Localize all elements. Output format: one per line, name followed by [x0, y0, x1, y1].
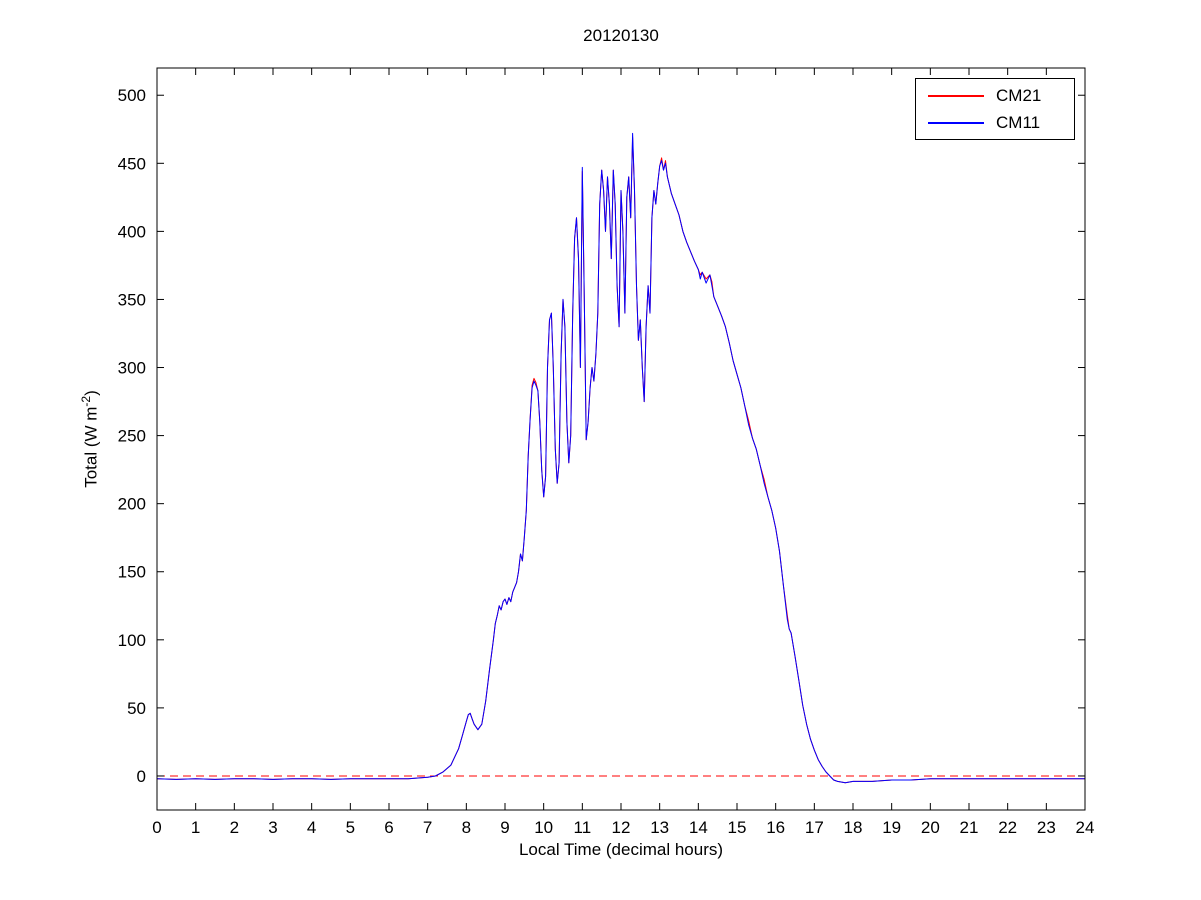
x-tick-label: 3	[268, 818, 277, 837]
x-tick-label: 18	[844, 818, 863, 837]
y-tick-label: 450	[118, 154, 146, 173]
x-tick-label: 17	[805, 818, 824, 837]
y-tick-label: 500	[118, 86, 146, 105]
chart-title: 20120130	[583, 26, 659, 45]
x-axis-label: Local Time (decimal hours)	[518, 840, 724, 859]
x-tick-label: 11	[574, 818, 592, 837]
legend-item-cm21: CM21	[916, 86, 1074, 106]
series-cm11-line	[156, 132, 1086, 784]
x-tick-label: 10	[534, 818, 553, 837]
x-tick-label: 13	[650, 818, 669, 837]
y-axis-label: Total (W m-2)	[79, 307, 101, 571]
legend-label-cm11: CM11	[996, 112, 1041, 132]
y-tick-label: 50	[127, 699, 146, 718]
legend-label-cm21: CM21	[996, 85, 1042, 105]
plot-background	[157, 68, 1085, 810]
x-tick-label: 0	[152, 818, 161, 837]
x-tick-label: 14	[689, 818, 708, 837]
x-tick-label: 7	[423, 818, 432, 837]
y-axis-label-superscript: -2	[79, 395, 93, 407]
x-tick-label: 15	[728, 818, 747, 837]
x-tick-label: 4	[307, 818, 316, 837]
y-tick-label: 200	[118, 495, 146, 514]
y-axis-label-suffix: )	[81, 390, 101, 396]
x-tick-label: 19	[882, 818, 901, 837]
x-tick-label: 23	[1037, 818, 1056, 837]
y-tick-label: 150	[118, 563, 146, 582]
y-axis-ticks: 0 50 100 150 200 250 300 350 400 450 500	[118, 86, 1085, 786]
y-tick-label: 0	[137, 767, 146, 786]
legend-swatch-cm11	[928, 121, 984, 124]
x-tick-label: 20	[921, 818, 940, 837]
x-tick-label: 5	[346, 818, 355, 837]
x-tick-label: 22	[998, 818, 1017, 837]
y-tick-label: 100	[118, 631, 146, 650]
legend-item-cm11: CM11	[916, 113, 1074, 133]
x-tick-label: 2	[230, 818, 239, 837]
legend: CM21 CM11	[915, 78, 1075, 140]
x-tick-label: 9	[500, 818, 509, 837]
x-tick-label: 8	[462, 818, 471, 837]
x-tick-label: 6	[384, 818, 393, 837]
y-axis-label-text: Total (W m	[81, 406, 101, 488]
y-tick-label: 350	[118, 290, 146, 309]
x-tick-label: 24	[1076, 818, 1095, 837]
y-tick-label: 400	[118, 222, 146, 241]
x-tick-label: 12	[612, 818, 631, 837]
x-tick-label: 21	[960, 818, 979, 837]
legend-swatch-cm21	[928, 94, 984, 97]
y-tick-label: 250	[118, 427, 146, 446]
x-tick-label: 16	[766, 818, 785, 837]
plot-box	[156, 67, 1086, 811]
x-axis-ticks: 0 1 2 3 4 5 6 7 8 9 10 11 12 13 14 15 16 17 18 19 20 21 22 23 24	[152, 68, 1094, 837]
y-tick-label: 300	[118, 359, 146, 378]
x-tick-label: 1	[191, 818, 200, 837]
